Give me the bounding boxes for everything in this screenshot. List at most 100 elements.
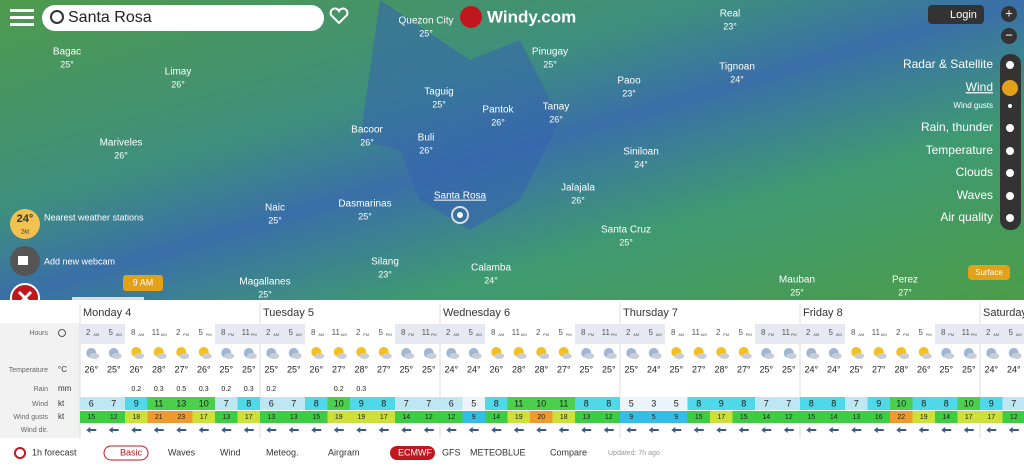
row-label: Hours [29,330,48,337]
row-unit: °C [58,365,67,374]
gusts: 19 [515,414,523,421]
city-name: Buli [418,133,435,144]
layer-item[interactable]: Waves [957,188,993,202]
footer-item: Updated: 7h ago [608,450,660,457]
hour-suffix: AM [656,332,662,337]
city-name: Tignoan [719,62,755,73]
hour-suffix: AM [161,332,167,337]
cloud-icon [359,353,369,359]
hour: 8 [491,328,496,337]
temperature: 25° [849,364,863,374]
layer-item[interactable]: Temperature [926,143,994,157]
hour: 5 [289,328,294,337]
layer-item[interactable]: Radar & Satellite [903,57,993,71]
gusts: 18 [560,414,568,421]
cloud-icon [247,353,257,359]
footer-item[interactable]: GFS [442,447,461,457]
hour-suffix: PM [408,332,414,337]
nearest-stations[interactable]: Nearest weather stations [44,212,144,222]
hour-suffix: PM [566,332,572,337]
footer-item[interactable]: METEOBLUE [470,447,526,457]
layer-item[interactable]: Wind gusts [953,101,993,110]
hour: 5 [109,328,114,337]
row-unit: mm [58,384,72,393]
gusts: 5 [652,414,656,421]
city-temp: 24° [634,159,648,169]
wind: 7 [291,398,296,408]
temperature: 25° [759,364,773,374]
city-name: Pinugay [532,47,568,58]
zoom-in-icon: + [1005,5,1013,20]
rain: 0.3 [199,386,209,393]
hour: 2 [986,328,991,337]
cloud-icon [854,353,864,359]
temperature: 27° [737,364,751,374]
cloud-icon [787,353,797,359]
wind: 9 [876,398,881,408]
temperature: 27° [872,364,886,374]
city-name: Calamba [471,263,511,274]
temperature: 25° [962,364,976,374]
wind: 11 [154,398,163,408]
rain: 0.2 [266,386,276,393]
temperature: 25° [422,364,436,374]
cloud-icon [292,353,302,359]
city-temp: 23° [378,269,392,279]
wind: 8 [921,398,926,408]
menu-icon[interactable] [10,9,34,26]
layer-icon [1006,124,1014,132]
hour: 8 [941,328,946,337]
hour-suffix: PM [768,332,774,337]
temperature: 25° [669,364,683,374]
hour: 11 [152,328,161,337]
logo[interactable]: Windy.com [487,7,576,26]
hour-suffix: AM [993,332,999,337]
surface-text[interactable]: Surface [975,268,1003,277]
layer-item[interactable]: Wind [966,80,993,94]
rain: 0.3 [244,386,254,393]
cloud-icon [494,353,504,359]
wind: 8 [494,398,499,408]
temperature: 27° [692,364,706,374]
footer-item[interactable]: Waves [168,447,196,457]
cloud-icon [89,353,99,359]
wind: 7 [764,398,769,408]
footer-item[interactable]: Airgram [328,447,360,457]
footer-item[interactable]: 1h forecast [32,447,77,457]
footer-item[interactable]: Basic [120,447,143,457]
wind: 9 [359,398,364,408]
day-name: Monday 4 [83,307,131,319]
gusts: 19 [335,414,343,421]
search-text[interactable]: Santa Rosa [68,9,152,26]
day-name: Thursday 7 [623,307,678,319]
gusts: 21 [155,414,163,421]
footer-item[interactable]: Meteog. [266,447,299,457]
cloud-icon [449,353,459,359]
day-name: Wednesday 6 [443,307,510,319]
wind: 5 [471,398,476,408]
layer-item[interactable]: Air quality [940,210,993,224]
wind: 10 [334,398,344,408]
hour: 5 [469,328,474,337]
cloud-icon [134,353,144,359]
hour: 2 [356,328,361,337]
wind: 7 [111,398,116,408]
timeline[interactable] [72,297,144,300]
hour: 2 [626,328,631,337]
login-text[interactable]: Login [950,9,977,21]
wind: 10 [964,398,974,408]
gusts: 14 [762,414,770,421]
temperature: 28° [354,364,368,374]
footer-item[interactable]: Wind [220,447,241,457]
layer-icon [1006,169,1014,177]
footer-item[interactable]: Compare [550,447,587,457]
footer-item[interactable]: ECMWF [398,447,432,457]
gusts: 14 [402,414,410,421]
city-name: Naic [265,203,285,214]
wind: 11 [559,398,568,408]
cloud-icon [607,353,617,359]
layer-item[interactable]: Clouds [956,165,993,179]
layer-item[interactable]: Rain, thunder [921,120,993,134]
wind: 7 [854,398,859,408]
add-webcam[interactable]: Add new webcam [44,256,115,266]
